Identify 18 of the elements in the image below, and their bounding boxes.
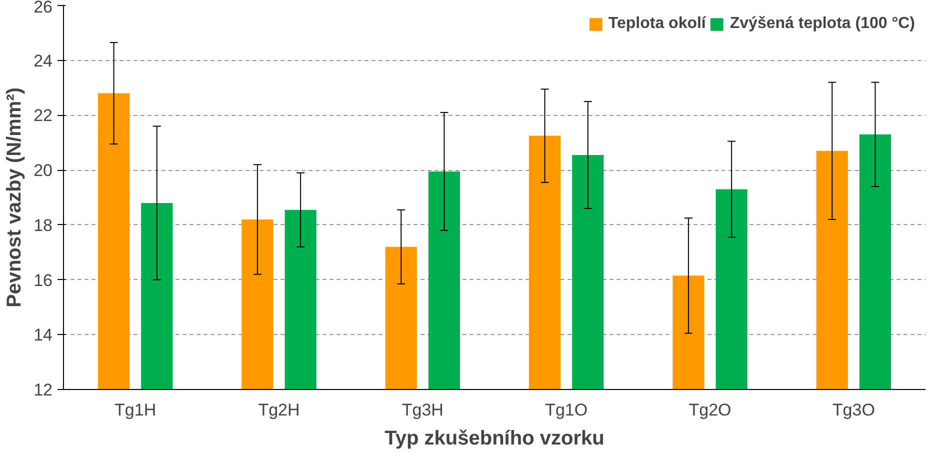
x-axis-title: Typ zkušebního vzorku xyxy=(384,428,604,450)
x-tick-label: Tg3H xyxy=(402,400,444,420)
y-tick-label: 20 xyxy=(34,161,53,180)
x-tick-label: Tg3O xyxy=(832,400,875,420)
y-tick-label: 12 xyxy=(34,380,53,400)
x-tick-label: Tg1H xyxy=(114,400,156,420)
legend-label: Teplota okolí xyxy=(608,15,706,33)
y-tick-label: 22 xyxy=(34,106,53,126)
x-tick-label: Tg2O xyxy=(688,400,732,420)
y-tick-label: 26 xyxy=(34,0,53,16)
y-tick-label: 14 xyxy=(34,326,53,345)
y-tick-label: 18 xyxy=(34,216,53,235)
y-axis-title: Pevnost vazby (N/mm²) xyxy=(4,87,26,308)
x-tick-label: Tg2H xyxy=(258,400,300,420)
y-tick-label: 24 xyxy=(34,51,53,70)
y-tick-label: 16 xyxy=(34,270,53,290)
legend-label: Zvýšená teplota (100 °C) xyxy=(730,15,915,33)
x-tick-label: Tg1O xyxy=(545,400,588,420)
